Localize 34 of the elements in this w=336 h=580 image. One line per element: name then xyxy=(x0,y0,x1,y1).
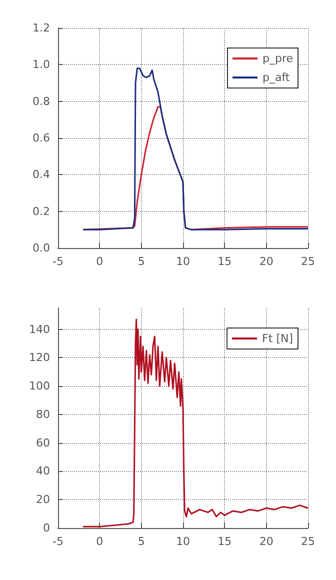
line-series xyxy=(82,68,309,230)
y-tick-label: 100 xyxy=(29,380,50,393)
x-tick-label: 0 xyxy=(96,255,104,268)
line-series xyxy=(82,318,309,528)
y-tick-label: 0.2 xyxy=(32,204,50,218)
y-tick-label: 120 xyxy=(29,351,50,364)
y-tick-label: 40 xyxy=(36,464,50,478)
y-tick-label: 1.0 xyxy=(32,58,50,72)
x-tick-label: -5 xyxy=(52,255,64,268)
legend-label: Ft [N] xyxy=(262,332,294,345)
y-tick-label: 0.8 xyxy=(32,94,50,108)
y-tick-label: 80 xyxy=(36,408,50,421)
x-tick-label: 25 xyxy=(301,255,315,268)
x-tick-label: 15 xyxy=(218,255,232,268)
y-tick-label: 0.4 xyxy=(32,168,50,182)
x-tick-label: 15 xyxy=(218,535,232,548)
x-tick-label: 25 xyxy=(301,535,315,548)
y-tick-label: 60 xyxy=(36,436,50,450)
x-tick-label: 0 xyxy=(96,535,104,548)
x-tick-label: -5 xyxy=(52,535,64,548)
legend-label: p_aft xyxy=(262,71,290,84)
legend-label: p_pre xyxy=(262,52,294,65)
y-tick-label: 0 xyxy=(43,522,50,534)
y-tick-label: 1.2 xyxy=(32,22,50,34)
y-tick-label: 20 xyxy=(36,493,50,506)
x-tick-label: 20 xyxy=(259,535,274,548)
y-tick-label: 140 xyxy=(29,322,50,336)
x-tick-label: 10 xyxy=(176,535,190,548)
x-tick-label: 5 xyxy=(138,255,145,268)
x-tick-label: 20 xyxy=(259,255,274,268)
x-tick-label: 10 xyxy=(176,255,190,268)
y-tick-label: 0.0 xyxy=(32,242,50,254)
y-tick-label: 0.6 xyxy=(32,132,50,144)
x-tick-label: 5 xyxy=(138,535,145,548)
